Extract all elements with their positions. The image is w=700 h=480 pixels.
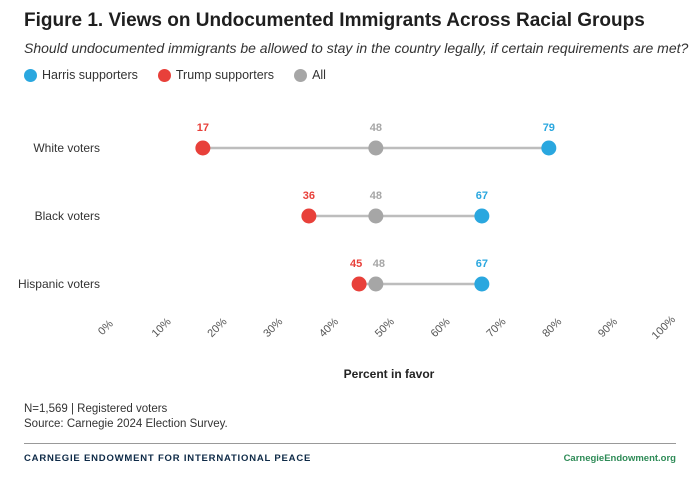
value-label-harris-supporters-white-voters: 79 <box>543 122 555 134</box>
legend-swatch-harris <box>24 68 37 82</box>
value-label-harris-supporters-black-voters: 67 <box>476 190 488 202</box>
chart-title: Figure 1. Views on Undocumented Immigran… <box>24 10 645 31</box>
x-tick-label: 60% <box>429 316 453 340</box>
dot-trump-supporters-hispanic-voters <box>351 276 367 292</box>
x-tick-label: 70% <box>484 316 508 340</box>
value-label-all-white-voters: 48 <box>370 122 382 134</box>
legend-swatch-trump <box>157 68 171 82</box>
dot-harris-supporters-hispanic-voters <box>474 276 490 292</box>
dot-all-black-voters <box>368 208 384 224</box>
x-tick-label: 0% <box>96 318 116 338</box>
source-note: Source: Carnegie 2024 Election Survey. <box>24 418 228 430</box>
dot-trump-supporters-white-voters <box>195 140 211 156</box>
category-label-white-voters: White voters <box>33 141 100 155</box>
category-label-black-voters: Black voters <box>35 209 100 223</box>
legend: Harris supporters Trump supporters All <box>24 68 326 82</box>
dot-harris-supporters-white-voters <box>541 140 557 156</box>
value-label-all-black-voters: 48 <box>370 190 382 202</box>
dot-harris-supporters-black-voters <box>474 208 490 224</box>
legend-item-all: All <box>294 68 326 82</box>
legend-swatch-all <box>294 68 308 82</box>
value-label-trump-supporters-black-voters: 36 <box>303 190 315 202</box>
legend-label-all: All <box>312 68 326 82</box>
x-tick-label: 80% <box>540 316 564 340</box>
brand-name: CARNEGIE ENDOWMENT FOR INTERNATIONAL PEA… <box>24 453 312 464</box>
x-tick-label: 100% <box>650 314 679 343</box>
value-label-harris-supporters-hispanic-voters: 67 <box>476 258 488 270</box>
x-axis-title: Percent in favor <box>344 367 435 381</box>
dot-all-hispanic-voters <box>368 276 384 292</box>
value-label-all-hispanic-voters: 48 <box>373 258 385 270</box>
legend-label-trump: Trump supporters <box>175 68 275 82</box>
x-tick-label: 90% <box>596 316 620 340</box>
legend-item-harris: Harris supporters <box>24 68 138 82</box>
category-label-hispanic-voters: Hispanic voters <box>18 277 100 291</box>
value-label-trump-supporters-hispanic-voters: 45 <box>350 258 362 270</box>
value-label-trump-supporters-white-voters: 17 <box>197 122 209 134</box>
sample-note: N=1,569 | Registered voters <box>24 403 168 415</box>
footnote: N=1,569 | Registered voters Source: Carn… <box>24 402 228 432</box>
x-tick-label: 20% <box>205 316 229 340</box>
dot-all-white-voters <box>368 140 384 156</box>
dot-plot: White voters Black voters Hispanic voters 1… <box>18 122 679 381</box>
x-tick-label: 10% <box>150 316 174 340</box>
chart-subtitle: Should undocumented immigrants be allowe… <box>24 40 689 56</box>
x-tick-label: 50% <box>373 316 397 340</box>
legend-label-harris: Harris supporters <box>42 68 138 82</box>
brand-site-link[interactable]: CarnegieEndowment.org <box>563 453 676 464</box>
dot-trump-supporters-black-voters <box>301 208 317 224</box>
legend-item-trump: Trump supporters <box>157 68 275 82</box>
x-tick-label: 40% <box>317 316 341 340</box>
footer-divider <box>24 443 676 444</box>
x-tick-label: 30% <box>261 316 285 340</box>
